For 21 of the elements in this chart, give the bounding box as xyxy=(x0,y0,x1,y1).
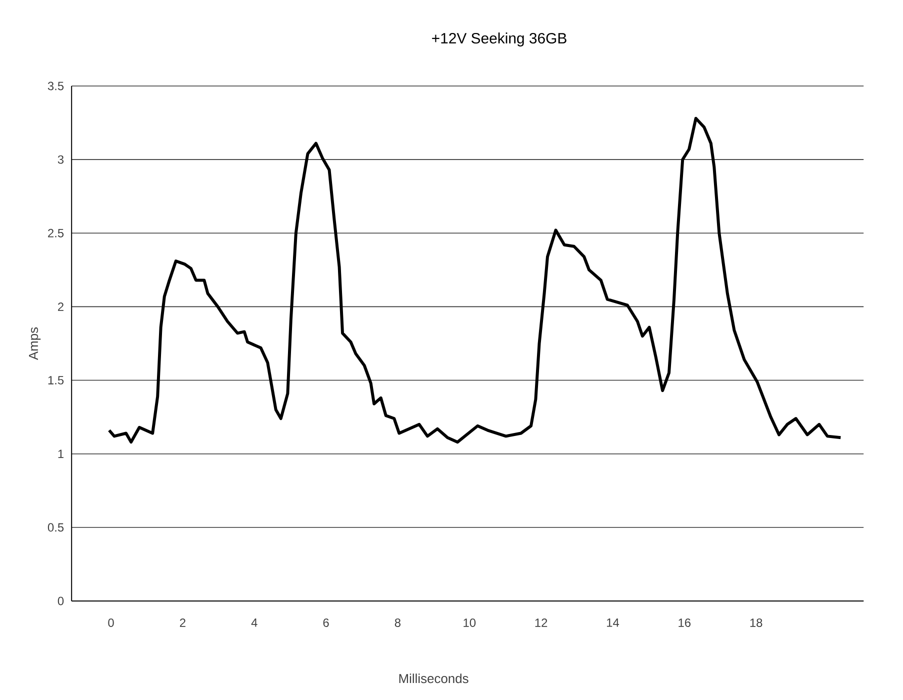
y-tick-label: 3.5 xyxy=(48,82,64,90)
x-tick-label: 6 xyxy=(323,618,329,627)
x-tick-label: 2 xyxy=(180,618,186,627)
y-tick-label: 2.5 xyxy=(48,228,64,238)
x-tick-label: 14 xyxy=(606,618,620,627)
y-tick-label: 0.5 xyxy=(48,523,64,532)
x-tick-label: 10 xyxy=(464,618,476,627)
x-tick-label: 0 xyxy=(108,618,114,627)
y-tick-label: 0 xyxy=(58,596,64,606)
y-tick-label: 2 xyxy=(58,302,64,311)
y-axis-title: Amps xyxy=(29,327,41,360)
y-tick-label: 1 xyxy=(58,450,64,458)
y-tick-label: 1.5 xyxy=(48,376,64,384)
x-tick-label: 4 xyxy=(251,618,258,627)
chart-title: +12V Seeking 36GB xyxy=(432,32,566,46)
x-axis-title: Milliseconds xyxy=(399,674,468,684)
x-tick-label: 8 xyxy=(394,618,401,627)
x-tick-label: 18 xyxy=(750,618,762,627)
x-tick-label: 12 xyxy=(535,618,548,627)
y-tick-label: 3 xyxy=(58,155,64,164)
x-tick-label: 16 xyxy=(678,618,691,627)
